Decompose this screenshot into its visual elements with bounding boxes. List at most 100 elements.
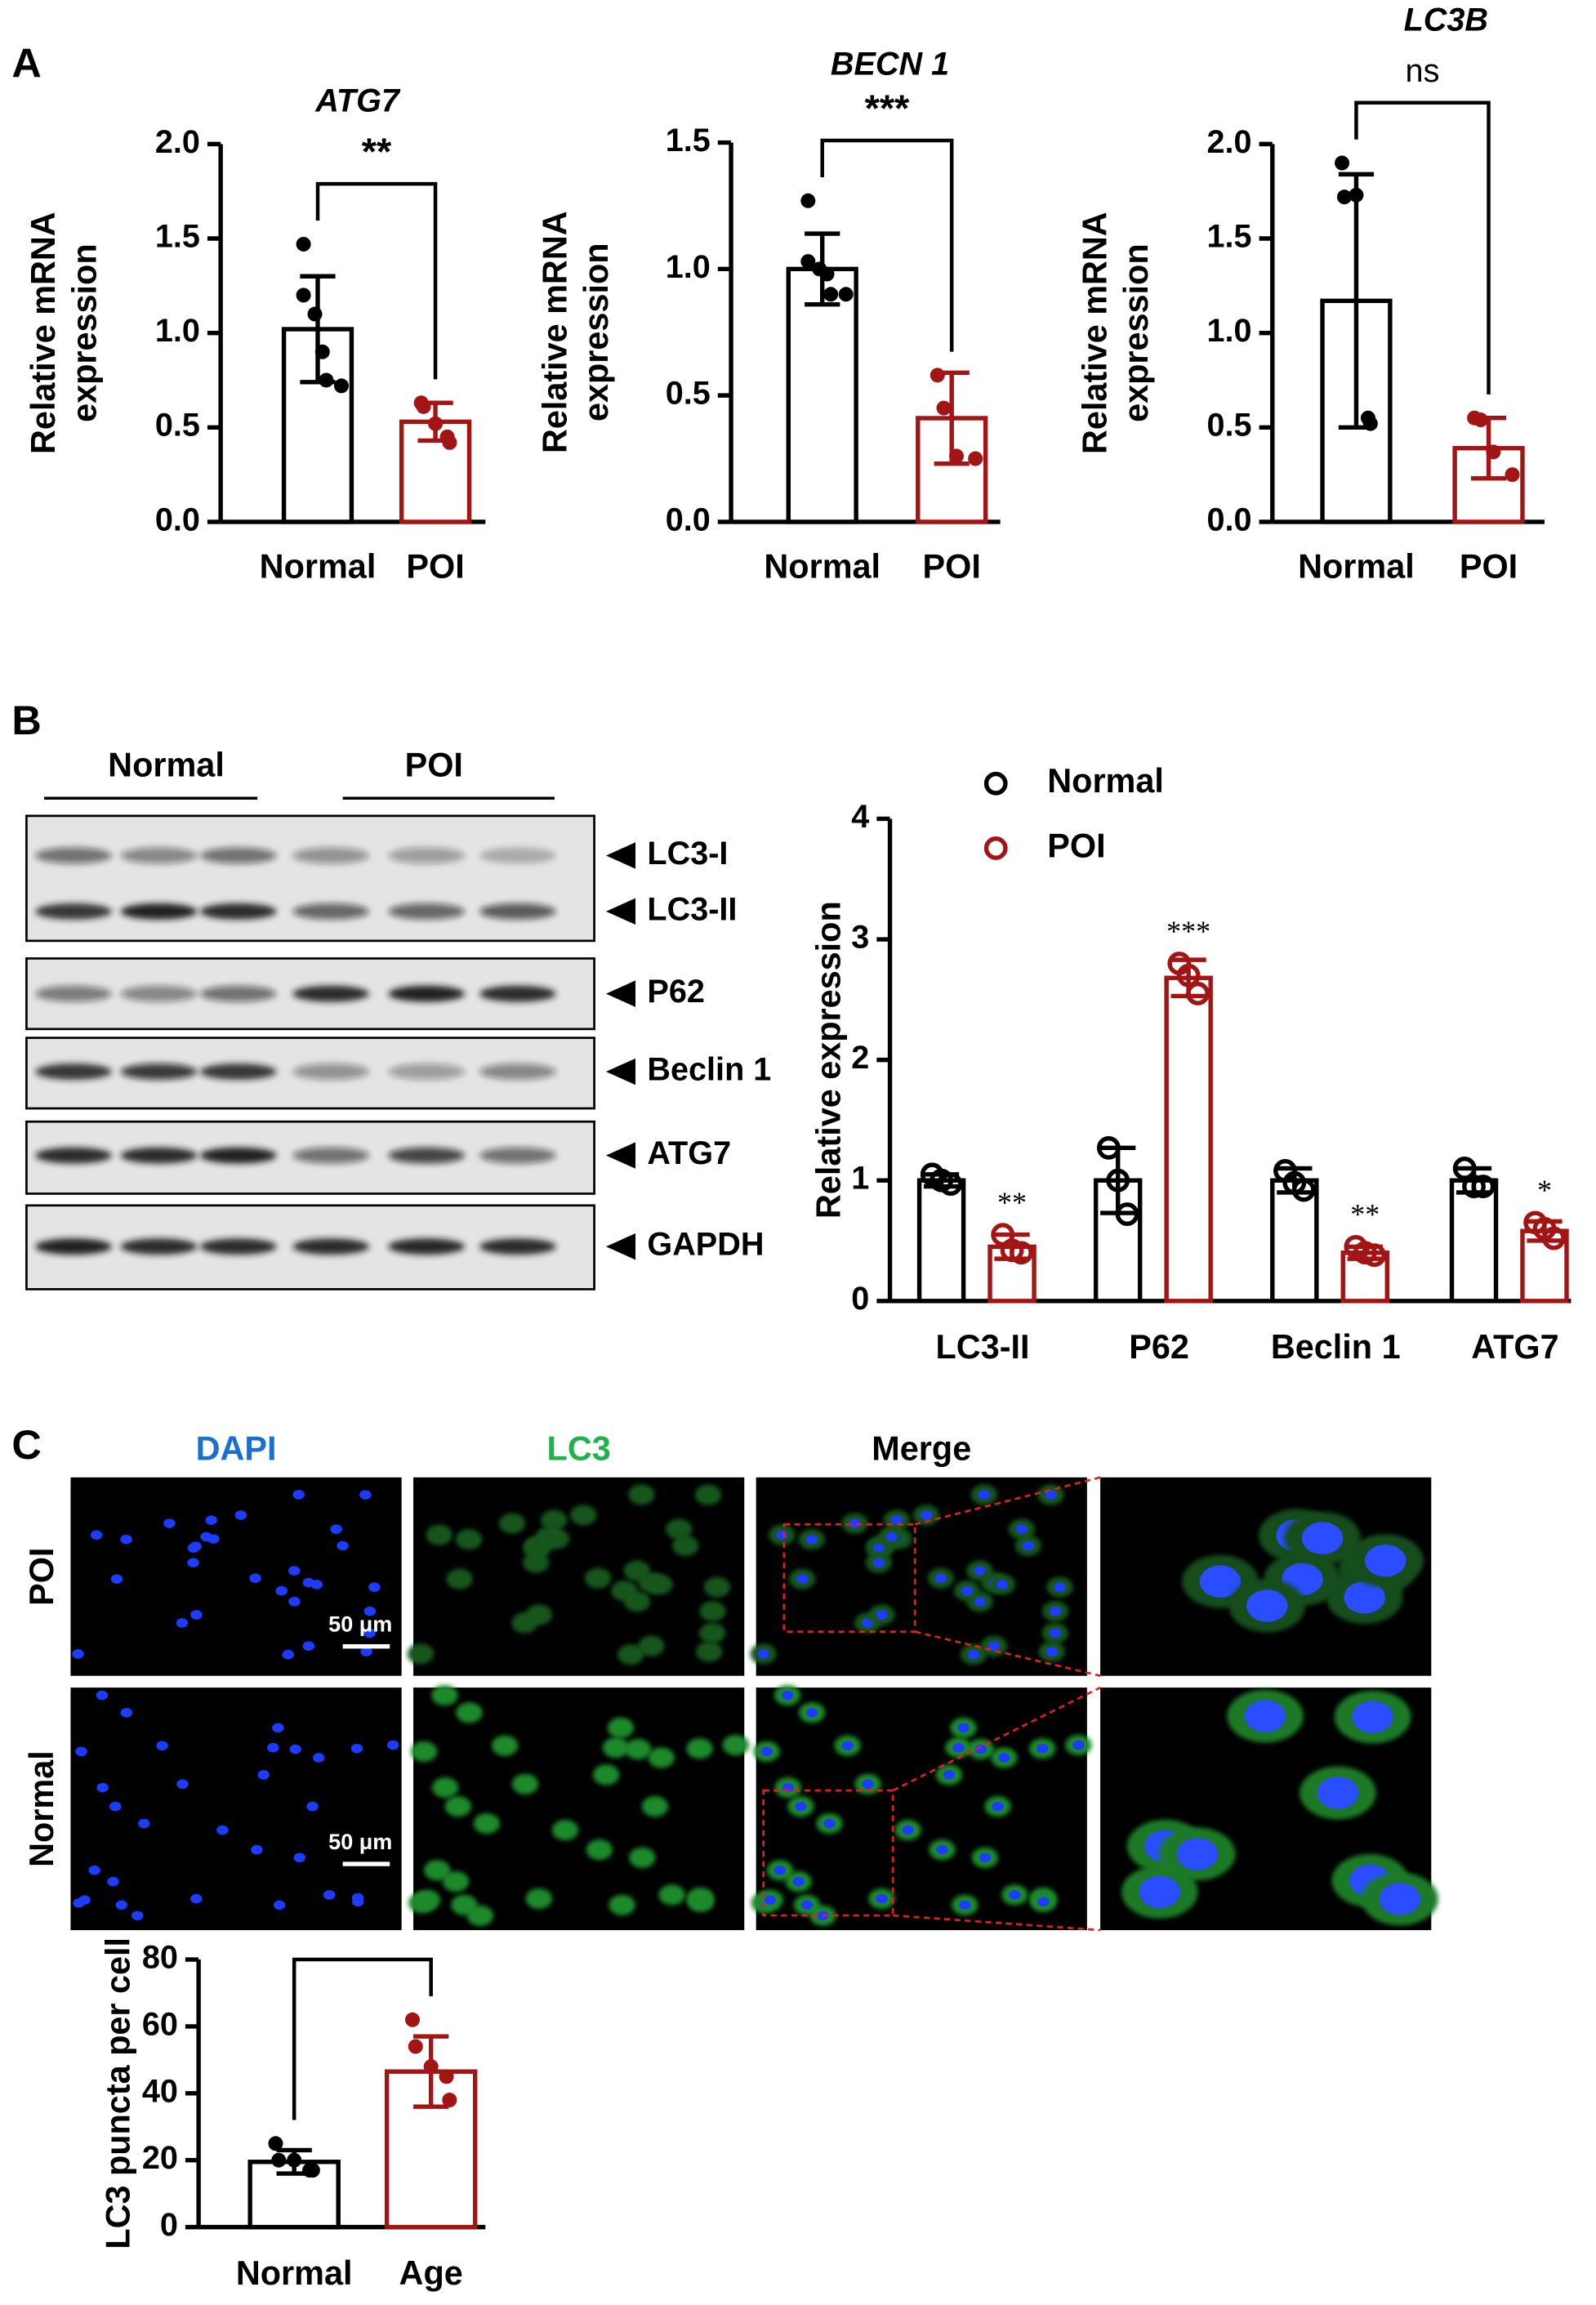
nucleus <box>72 1649 84 1659</box>
cells <box>73 1690 399 1921</box>
nucleus <box>760 1746 773 1757</box>
blot-band <box>388 1238 466 1255</box>
nucleus <box>216 1825 229 1835</box>
cytoplasm <box>455 1529 483 1550</box>
x-tick-label: Beclin 1 <box>1271 1328 1401 1366</box>
nucleus <box>352 1897 364 1907</box>
nucleus <box>190 1893 203 1904</box>
blot-band <box>292 1063 370 1080</box>
blot-band <box>479 1147 556 1164</box>
cytoplasm <box>431 1684 458 1706</box>
blot-group: Normal <box>108 746 225 783</box>
nucleus <box>176 1779 189 1790</box>
data-point <box>1486 444 1501 460</box>
data-point <box>333 378 349 394</box>
data-point <box>404 2012 420 2027</box>
chart: BECN 1 Relative mRNA expression 0.0 0.5 1.0 1.… <box>536 46 1001 585</box>
cytoplasm <box>410 1741 438 1762</box>
x-tick-label: Normal <box>764 547 880 585</box>
y-axis-label: Relative mRNA expression <box>25 212 103 454</box>
data-point <box>442 435 457 450</box>
chart: ATG7 Relative mRNA expression 0.0 0.5 1.0 1.5 2… <box>25 82 486 585</box>
nucleus <box>849 1518 861 1528</box>
cytoplasm <box>446 1568 473 1589</box>
nucleus <box>943 1770 956 1780</box>
cytoplasm <box>551 1819 579 1841</box>
blot-band <box>35 1147 112 1164</box>
significance-label: *** <box>341 1906 386 1948</box>
nucleus <box>288 1566 301 1576</box>
row-label: POI <box>23 1548 60 1606</box>
cytoplasm <box>686 1738 713 1759</box>
y-axis-label-line: Relative expression <box>809 901 847 1219</box>
zoom-line <box>914 1476 1101 1526</box>
data-point <box>1106 1168 1130 1193</box>
nucleus <box>363 1606 377 1616</box>
nucleus <box>796 1574 809 1584</box>
band-label: ATG7 <box>647 1135 731 1171</box>
cytoplasm <box>444 1795 472 1817</box>
cytoplasm <box>628 1484 655 1505</box>
nucleus <box>200 1531 212 1542</box>
data-point <box>1473 412 1488 428</box>
nucleus <box>96 1690 109 1701</box>
cytoplasm <box>593 1764 620 1786</box>
row-label: Normal <box>23 1750 60 1867</box>
significance-label: ** <box>1350 1198 1380 1231</box>
cytoplasm <box>541 1509 568 1531</box>
nucleus <box>902 1825 914 1835</box>
y-tick-label: 1 <box>851 1161 869 1197</box>
nucleus <box>306 1801 319 1812</box>
cells <box>1121 1689 1438 1926</box>
nucleus <box>272 1723 284 1733</box>
nucleus <box>275 1585 288 1596</box>
data-point <box>800 254 816 270</box>
nucleus <box>120 1708 133 1718</box>
y-axis-label-line: expression <box>577 243 615 421</box>
x-tick-label: LC3-II <box>936 1328 1030 1366</box>
nucleus <box>109 1801 122 1812</box>
cytoplasm <box>466 1905 494 1926</box>
nucleus <box>890 1515 903 1525</box>
cytoplasm <box>611 1581 638 1602</box>
data-point <box>936 400 952 416</box>
zoom-box <box>782 1523 916 1634</box>
nucleus <box>1139 1875 1181 1909</box>
x-tick-label: Normal <box>260 547 377 585</box>
x-tick-label: ATG7 <box>1471 1328 1558 1366</box>
nucleus <box>1015 1524 1028 1534</box>
data-point <box>314 344 330 359</box>
cytoplasm <box>607 1717 635 1738</box>
x-tick-label: P62 <box>1129 1328 1189 1366</box>
blot-band <box>120 1238 198 1255</box>
blot-band <box>35 903 112 920</box>
data-point <box>428 416 444 431</box>
cytoplasm <box>602 1737 630 1759</box>
nucleus <box>1037 1897 1050 1907</box>
nucleus <box>205 1515 217 1525</box>
y-tick-label: 0.0 <box>1207 502 1252 537</box>
nucleus <box>363 1628 376 1638</box>
nucleus <box>288 1597 301 1607</box>
x-tick-label: Normal <box>1298 547 1415 585</box>
x-tick-label: Age <box>399 2254 463 2292</box>
cells <box>407 1484 731 1665</box>
nucleus <box>257 1770 270 1780</box>
cells <box>408 1684 750 1926</box>
bar <box>1270 1178 1319 1304</box>
nucleus <box>90 1530 103 1540</box>
cytoplasm <box>722 1734 750 1756</box>
bar <box>1164 975 1213 1304</box>
nucleus <box>337 1540 349 1551</box>
nucleus <box>360 1647 372 1656</box>
nucleus <box>312 1753 325 1763</box>
x-tick-label: POI <box>923 547 981 585</box>
arrow <box>605 898 635 925</box>
data-point <box>1349 187 1364 203</box>
y-axis-label-line: expression <box>65 243 103 421</box>
cytoplasm <box>525 1604 553 1625</box>
nucleus <box>1176 1838 1219 1870</box>
y-tick-label: 0.0 <box>155 502 200 537</box>
nucleus <box>979 1852 992 1863</box>
nucleus <box>974 1597 986 1607</box>
